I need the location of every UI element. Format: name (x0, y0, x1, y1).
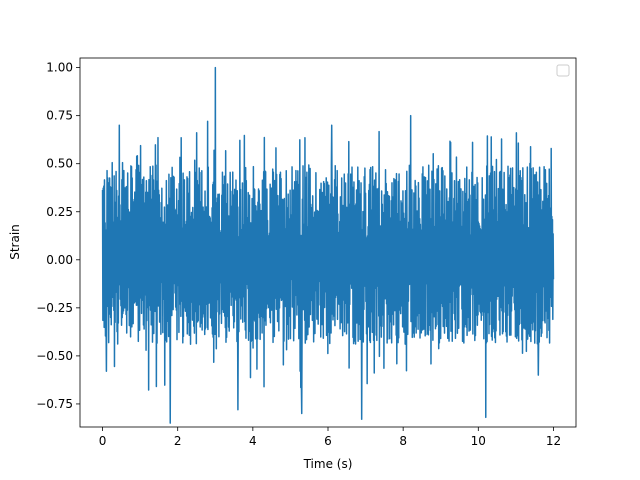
strain-series-line (101, 66, 555, 424)
x-tick-label: 4 (249, 434, 257, 448)
x-tick-label: 0 (99, 434, 107, 448)
y-tick-label: −0.50 (36, 349, 73, 363)
y-tick-label: 1.00 (46, 61, 73, 75)
x-tick-label: 6 (324, 434, 332, 448)
x-axis-label: Time (s) (303, 457, 353, 471)
y-tick-label: −0.25 (36, 301, 73, 315)
series-layer (101, 66, 555, 424)
x-tick-label: 10 (471, 434, 486, 448)
x-tick-label: 8 (399, 434, 407, 448)
y-axis-ticks: −0.75 −0.50 −0.25 0.00 0.25 0.50 0.75 1.00 (36, 61, 80, 411)
x-tick-label: 2 (174, 434, 182, 448)
y-tick-label: 0.50 (46, 157, 73, 171)
legend-box (556, 64, 570, 77)
y-tick-label: 0.75 (46, 109, 73, 123)
y-tick-label: 0.00 (46, 253, 73, 267)
x-axis-ticks: 0 2 4 6 8 10 12 (99, 427, 561, 448)
y-axis-label: Strain (8, 224, 22, 260)
y-tick-label: −0.75 (36, 397, 73, 411)
x-tick-label: 12 (546, 434, 561, 448)
y-tick-label: 0.25 (46, 205, 73, 219)
